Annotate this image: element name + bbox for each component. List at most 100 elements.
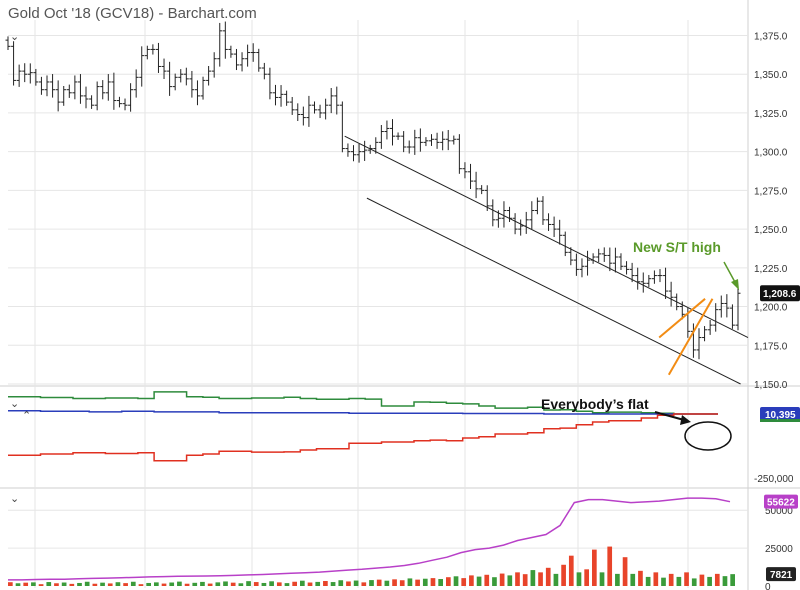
collapse-cot-panel-button[interactable]: ⌄ xyxy=(10,397,20,410)
ohlc-bar xyxy=(663,267,669,299)
ohlc-bar xyxy=(557,219,563,245)
volume-bar xyxy=(653,572,659,586)
volume-bar xyxy=(676,576,682,586)
ohlc-bar xyxy=(629,262,635,283)
ohlc-bar xyxy=(155,42,161,73)
expand-panel-button[interactable]: ⌃ xyxy=(22,409,32,422)
volume-bar xyxy=(361,582,367,586)
ohlc-bar xyxy=(116,96,122,108)
ohlc-bar xyxy=(345,143,351,157)
ohlc-bar xyxy=(484,185,490,211)
volume-badge xyxy=(766,567,796,582)
ohlc-bar xyxy=(362,140,368,161)
ohlc-bar xyxy=(144,45,150,60)
price-tick-label: 1,275.0 xyxy=(754,186,788,197)
ohlc-bar xyxy=(540,196,546,225)
ohlc-bar xyxy=(451,135,457,145)
volume-bar xyxy=(576,572,582,586)
channel-lower-trendline xyxy=(366,197,741,385)
volume-bar xyxy=(284,583,290,586)
ohlc-bar xyxy=(94,81,100,111)
ohlc-bar xyxy=(22,63,28,83)
volume-bar xyxy=(346,581,351,586)
ohlc-bar xyxy=(596,248,602,263)
volume-bar xyxy=(545,567,551,586)
volume-bar xyxy=(269,581,274,586)
ohlc-bar xyxy=(306,95,312,127)
ohlc-bar xyxy=(272,84,278,106)
volume-bar xyxy=(15,583,21,586)
ohlc-bar xyxy=(412,129,418,155)
open-interest-badge-label: 55622 xyxy=(767,498,795,509)
ohlc-bar xyxy=(395,132,401,140)
ohlc-bar xyxy=(11,41,17,86)
volume-bar xyxy=(138,584,144,586)
ohlc-bar xyxy=(512,213,518,235)
volume-bar xyxy=(276,582,282,586)
volume-bar xyxy=(200,581,205,586)
volume-bar xyxy=(645,576,651,586)
ohlc-bar xyxy=(50,74,56,98)
volume-bar xyxy=(407,578,413,586)
ohlc-bar xyxy=(356,143,362,163)
ohlc-bar xyxy=(200,76,206,100)
ohlc-bar xyxy=(390,119,396,146)
volume-bar xyxy=(691,578,697,586)
ohlc-bar xyxy=(66,84,72,98)
volume-bar xyxy=(507,575,513,586)
ohlc-bar xyxy=(735,288,741,331)
ohlc-bar xyxy=(562,231,568,257)
volume-bar xyxy=(300,580,305,586)
volume-bar xyxy=(238,583,244,586)
price-tick-label: 1,150.0 xyxy=(754,380,788,391)
ohlc-bar xyxy=(133,69,139,98)
ohlc-bar xyxy=(607,247,613,272)
volume-bar xyxy=(622,557,628,586)
volume-bar xyxy=(77,582,82,586)
ohlc-bar xyxy=(33,68,39,86)
annotations: New S/T high Everybody’s flat xyxy=(541,239,739,451)
volume-bar xyxy=(438,579,443,586)
volume-bar xyxy=(8,582,13,586)
cot-badge-label: 10,395 xyxy=(765,410,796,421)
ohlc-bar xyxy=(713,303,719,332)
volume-bar xyxy=(169,582,175,586)
ohlc-bar xyxy=(473,171,479,199)
ohlc-bar xyxy=(311,101,317,114)
volume-bar xyxy=(530,570,536,586)
ohlc-bar xyxy=(490,199,496,227)
ohlc-bar xyxy=(289,96,295,115)
ohlc-bar xyxy=(534,197,540,215)
ohlc-bar xyxy=(189,70,195,98)
ohlc-bar xyxy=(256,48,262,72)
new-high-arrowhead xyxy=(731,279,739,290)
volume-bar xyxy=(699,574,705,586)
volume-bar xyxy=(522,574,528,586)
volume-bar xyxy=(61,582,67,586)
ohlc-bar xyxy=(128,83,134,112)
collapse-volume-panel-button[interactable]: ⌄ xyxy=(10,492,20,505)
ohlc-bar xyxy=(640,272,646,293)
volume-bar xyxy=(515,572,520,586)
volume-bar xyxy=(31,582,36,586)
volume-bar xyxy=(638,570,643,586)
ohlc-bar xyxy=(334,86,340,115)
ohlc-bar xyxy=(239,52,245,72)
chart-title: Gold Oct '18 (GCV18) - Barchart.com xyxy=(8,5,257,22)
volume-bar xyxy=(23,582,29,586)
volume-bar xyxy=(499,573,505,586)
cot-badge-stripe xyxy=(760,419,800,422)
ohlc-bar xyxy=(601,247,607,262)
volume-bar xyxy=(376,579,382,586)
collapse-panel-button[interactable]: ⌄ xyxy=(10,30,20,43)
volume-bar xyxy=(161,583,167,586)
ohlc-bar xyxy=(479,185,485,195)
volume-bar xyxy=(223,581,228,586)
ohlc-bar xyxy=(618,253,624,270)
volume-badge-label: 7821 xyxy=(770,570,793,581)
small_specs-line xyxy=(8,410,690,415)
ohlc-bar xyxy=(434,132,440,149)
volume-bar xyxy=(69,583,75,586)
volume-bar xyxy=(154,582,159,586)
